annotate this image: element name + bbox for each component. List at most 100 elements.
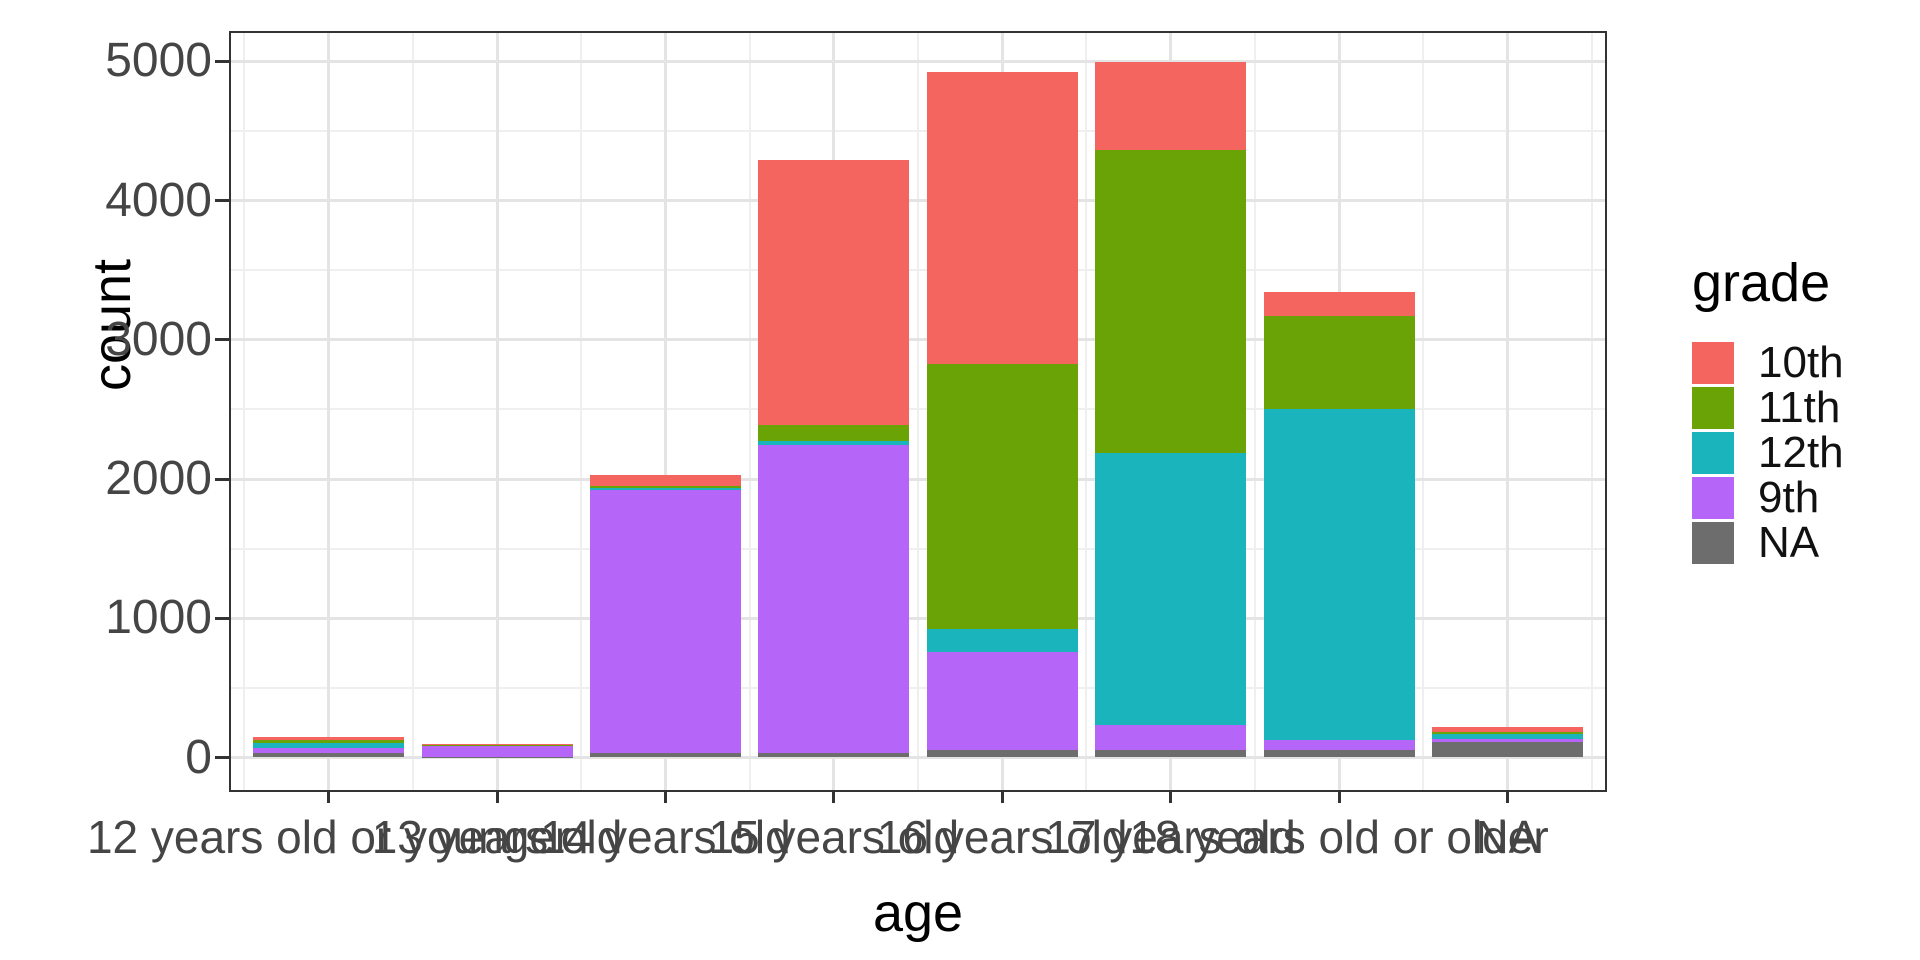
gridline-major-v	[1505, 33, 1509, 790]
bar-segment-12th	[926, 628, 1078, 652]
bar-segment-10th	[1095, 62, 1247, 151]
y-tick-label: 5000	[105, 34, 212, 88]
bar-segment-12th	[1095, 452, 1247, 726]
bar-segment-NA	[421, 756, 573, 759]
y-tick-label: 2000	[105, 452, 212, 506]
gridline-major-h	[231, 59, 1605, 63]
y-tick-label: 4000	[105, 173, 212, 227]
bar-segment-11th	[1263, 316, 1415, 410]
bar-segment-11th	[1095, 150, 1247, 453]
gridline-major-h	[231, 756, 1605, 759]
bar-segment-10th	[758, 159, 910, 425]
bar-segment-9th	[926, 651, 1078, 750]
x-tick-label: 18 years old or older	[1129, 811, 1549, 863]
x-tick-label: 14 years old	[540, 811, 791, 863]
x-tick-label: 15 years old	[708, 811, 960, 863]
legend-label: NA	[1758, 517, 1820, 567]
bar-segment-12th	[253, 742, 405, 748]
bar-segment-NA	[253, 753, 405, 758]
legend-item-10th: 10th	[1692, 337, 1844, 387]
legend: grade 10th 11th 12th 9th NA	[1692, 252, 1844, 567]
bar-segment-12th	[1431, 734, 1583, 739]
gridline-minor-v	[1422, 33, 1425, 790]
gridline-major-v	[327, 33, 331, 790]
legend-label: 9th	[1758, 472, 1820, 522]
y-tick-mark	[215, 199, 229, 203]
bar-segment-NA	[1431, 742, 1583, 758]
gridline-major-h	[231, 616, 1605, 620]
gridline-minor-v	[917, 33, 919, 790]
gridline-major-v	[663, 33, 667, 790]
bar-segment-NA	[758, 752, 910, 758]
legend-label: 10th	[1758, 337, 1844, 387]
bar-segment-12th	[1263, 409, 1415, 741]
x-tick-label: 16 years old	[876, 811, 1128, 863]
legend-label: 11th	[1758, 382, 1841, 432]
y-tick-label: 1000	[105, 591, 212, 645]
legend-swatch-12th	[1692, 431, 1734, 474]
gridline-minor-v	[243, 33, 246, 790]
bar-segment-NA	[1263, 749, 1415, 758]
y-tick-mark	[215, 477, 229, 481]
gridline-minor-v	[580, 33, 583, 790]
legend-items: 10th 11th 12th 9th NA	[1692, 337, 1844, 567]
bar-segment-9th	[589, 489, 741, 754]
gridline-major-h	[231, 477, 1605, 481]
plot-panel	[229, 31, 1607, 792]
bar-segment-10th	[1431, 727, 1583, 733]
x-tick-mark	[1337, 790, 1341, 803]
legend-swatch-10th	[1692, 341, 1734, 384]
x-tick-mark	[1505, 790, 1509, 803]
x-tick-label: 12 years old or younger	[86, 811, 571, 863]
y-tick-mark	[215, 59, 229, 63]
bar-segment-9th	[1095, 725, 1247, 750]
gridline-minor-v	[1085, 33, 1088, 790]
legend-swatch-9th	[1692, 476, 1734, 519]
bar-segment-12th	[589, 488, 741, 490]
x-tick-mark	[1000, 790, 1004, 803]
bar-segment-NA	[1095, 749, 1247, 758]
x-tick-mark	[1169, 790, 1173, 803]
legend-item-12th: 12th	[1692, 428, 1844, 477]
bar-segment-10th	[589, 475, 741, 487]
bar-segment-11th	[758, 425, 910, 442]
bar-segment-9th	[1263, 740, 1415, 750]
legend-item-11th: 11th	[1692, 382, 1844, 432]
legend-swatch-NA	[1692, 521, 1734, 564]
x-axis-title: age	[872, 883, 964, 943]
y-tick-label: 0	[185, 730, 212, 784]
bar-segment-9th	[758, 444, 910, 753]
bar-segment-9th	[1431, 738, 1583, 743]
gridline-minor-v	[1253, 33, 1256, 790]
legend-title: grade	[1692, 253, 1831, 313]
bar-segment-10th	[926, 71, 1078, 365]
y-tick-mark	[215, 756, 229, 759]
x-tick-label: 13 years old	[371, 811, 623, 863]
legend-item-9th: 9th	[1692, 472, 1844, 522]
bar-segment-11th	[589, 486, 741, 489]
bar-segment-NA	[926, 749, 1078, 758]
x-tick-mark	[663, 790, 667, 803]
legend-item-NA: NA	[1692, 517, 1844, 567]
x-tick-mark	[327, 790, 331, 803]
gridline-minor-v	[748, 33, 751, 790]
y-tick-mark	[215, 616, 229, 620]
x-tick-label: 17 years old	[1045, 811, 1296, 863]
x-tick-mark	[832, 790, 836, 803]
y-tick-label: 3000	[105, 312, 212, 366]
bar-segment-9th	[253, 747, 405, 754]
gridline-minor-v	[1590, 33, 1593, 790]
bar-segment-11th	[1431, 732, 1583, 735]
x-tick-mark	[495, 790, 499, 803]
y-tick-mark	[215, 338, 229, 342]
x-tick-label: NA	[1475, 811, 1540, 863]
bar-segment-10th	[1263, 292, 1415, 317]
gridline-major-h	[231, 338, 1605, 342]
bar-segment-10th	[421, 743, 573, 746]
gridline-major-v	[495, 33, 499, 790]
bar-segment-10th	[253, 736, 405, 741]
bar-segment-11th	[926, 364, 1078, 629]
bar-segment-9th	[421, 745, 573, 757]
legend-swatch-11th	[1692, 386, 1734, 429]
bar-segment-12th	[758, 441, 910, 445]
